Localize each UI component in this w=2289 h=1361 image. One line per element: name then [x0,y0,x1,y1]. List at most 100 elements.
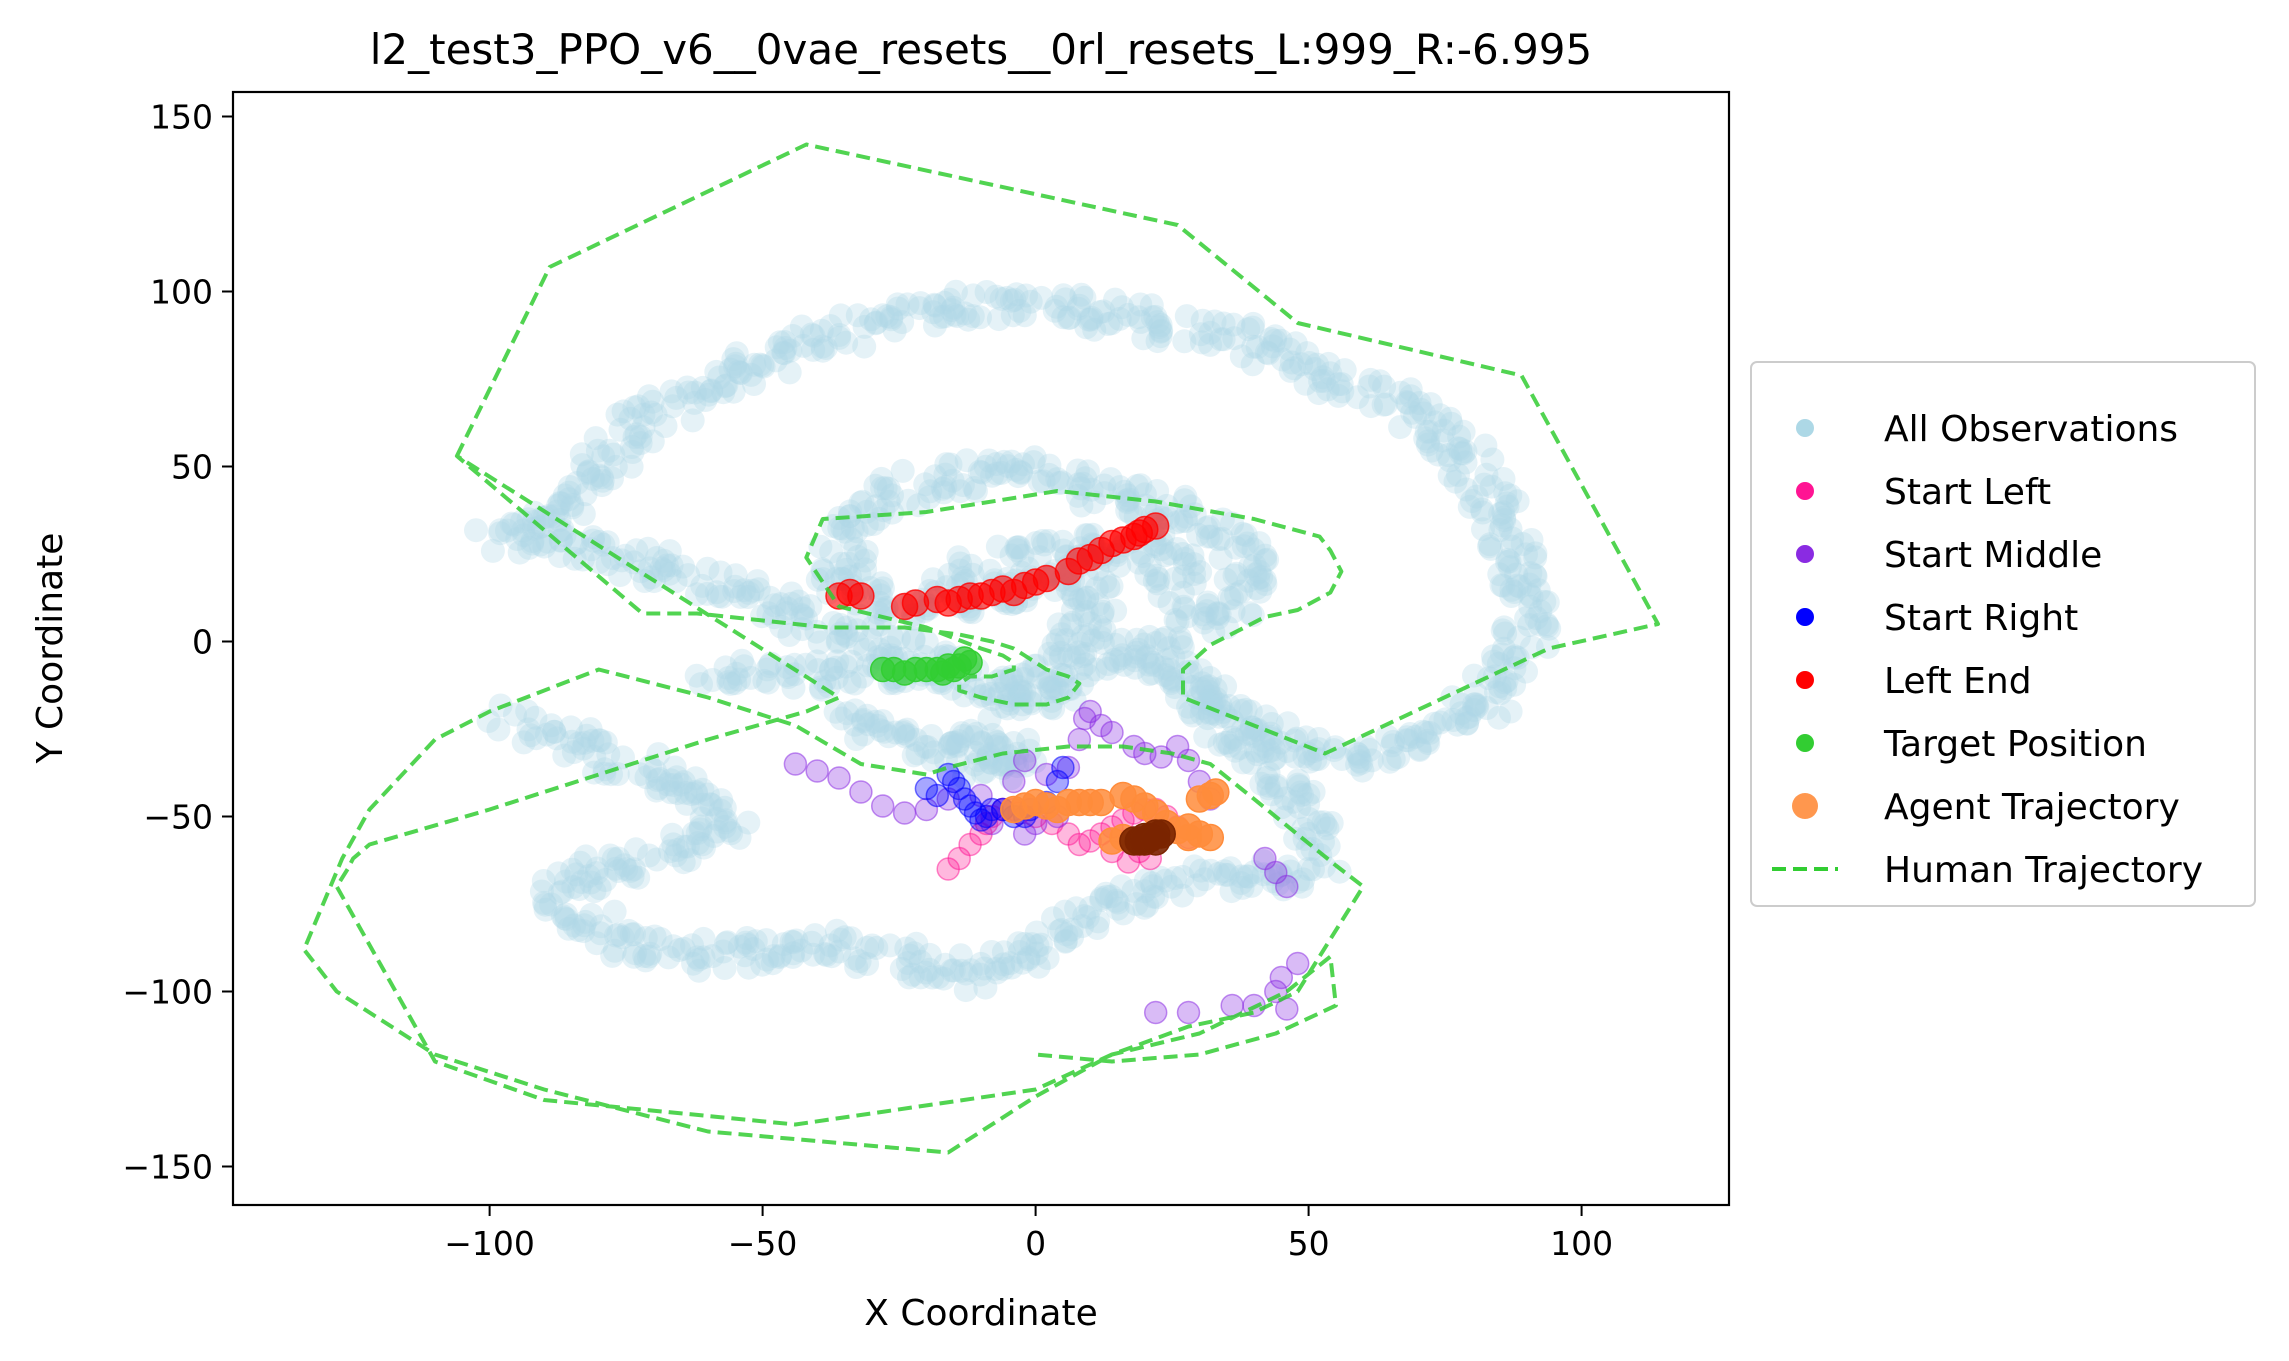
observation-point [723,354,747,379]
legend-swatch [1796,419,1814,437]
observation-point [591,532,616,557]
observation-point [1094,884,1119,909]
observation-point [1085,916,1110,940]
observation-point [1008,678,1033,703]
observation-point [1215,862,1240,887]
observation-point [895,951,920,975]
observation-point [682,390,707,415]
start-middle-point [1002,769,1026,794]
observation-point [771,340,796,365]
observation-point [1186,522,1211,547]
observation-point [901,626,926,651]
observation-point [652,548,676,573]
observation-point [1050,529,1075,554]
observation-point [867,637,892,662]
observation-point [945,732,970,757]
observation-point [656,945,681,970]
observation-point [1126,637,1151,662]
observation-point [1281,789,1306,814]
observation-point [1026,954,1051,979]
observation-point [1188,560,1213,585]
observation-point [886,626,911,651]
observation-point [973,759,998,784]
observation-point [1169,509,1194,534]
observation-point [1491,500,1516,525]
observation-point [1508,574,1532,599]
observation-point [576,864,601,889]
observation-point [998,766,1023,791]
observation-point [727,825,752,850]
observation-point [1260,869,1285,894]
observation-point [975,745,1000,770]
observation-point [823,699,848,724]
observation-point [780,324,805,348]
observation-point [793,652,818,677]
observation-point [980,687,1005,712]
observation-point [1286,772,1310,797]
observation-point [1212,859,1237,884]
observation-point [1178,700,1203,725]
observation-point [704,806,729,831]
y-tick-label: −100 [122,973,213,1012]
observation-point [819,657,844,682]
observation-point [533,892,558,917]
observation-point [671,850,696,875]
observation-point [1457,704,1482,729]
observation-point [1132,879,1157,904]
observation-point [784,928,809,953]
observation-point [870,303,895,328]
observation-point [640,389,665,414]
observation-point [1071,603,1096,628]
legend-label: All Observations [1884,409,2178,450]
observation-point [1103,287,1128,312]
observation-point [1233,697,1258,722]
observation-point [600,466,624,491]
observation-point [948,943,973,968]
observation-point [752,668,777,693]
observation-point [947,729,971,754]
y-tick-label: −150 [122,1148,213,1187]
observation-point [631,402,656,427]
observation-point [1131,326,1156,351]
observation-point [1133,868,1158,893]
observation-point [1345,385,1370,410]
observation-point [658,839,683,864]
observation-point [1158,541,1183,566]
observation-point [542,719,567,744]
observation-point [1330,379,1355,404]
observation-point [985,960,1009,985]
observation-point [727,934,752,959]
observation-point [1206,527,1231,552]
observation-point [708,798,733,823]
observation-point [1198,684,1223,709]
observation-point [554,907,579,932]
observation-point [1377,749,1402,774]
observation-point [721,347,746,372]
observation-point [712,374,737,399]
observation-point [974,280,999,304]
observation-point [1461,698,1486,722]
observation-point [1093,881,1118,906]
observation-point [1407,736,1432,761]
observation-point [713,655,738,680]
observation-point [937,287,962,312]
observation-point [1297,749,1322,774]
observation-point [1403,404,1427,429]
observation-point [1326,383,1351,408]
observation-point [736,585,760,609]
observation-point [864,310,889,335]
series-human-trajectory [302,142,1660,1155]
observation-point [1254,765,1279,790]
observation-point [1030,529,1055,553]
observation-point [550,879,575,904]
observation-point [940,730,965,755]
observation-point [684,781,708,806]
observation-point [1006,683,1031,708]
observation-point [634,765,659,790]
observation-point [1484,680,1508,705]
observation-point [1441,708,1466,732]
start-middle-point [1176,748,1201,773]
observation-point [511,518,536,543]
observation-point [592,757,617,782]
legend-item-target-position: Target Position [1796,724,2147,765]
